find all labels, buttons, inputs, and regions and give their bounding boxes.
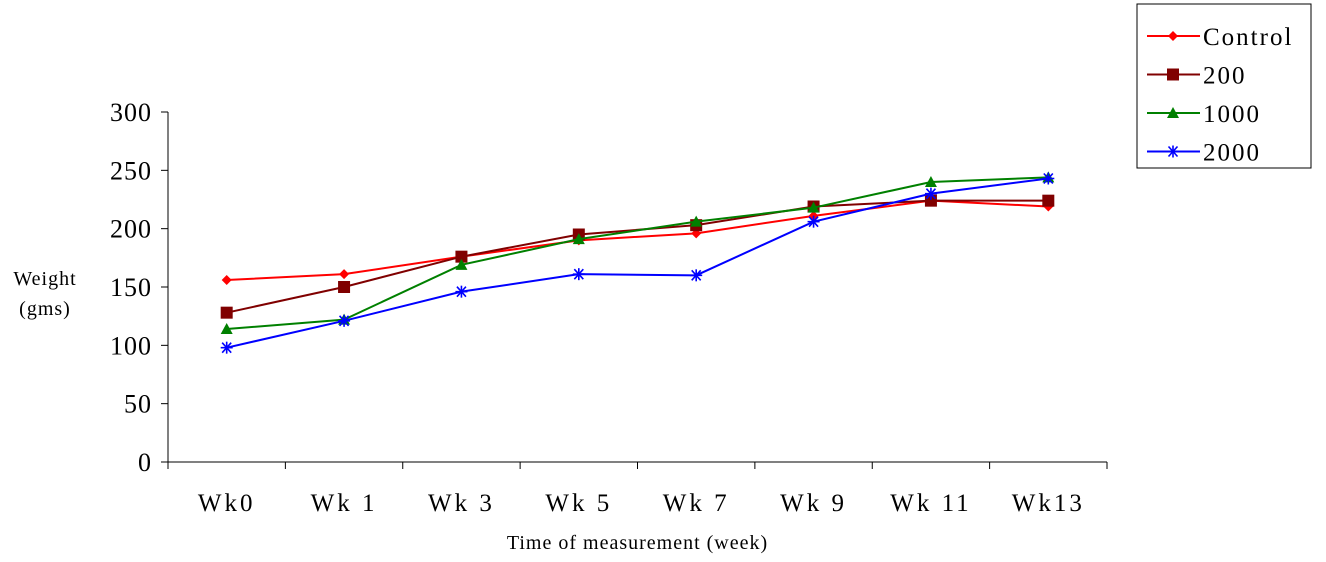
legend-label-control: Control <box>1203 24 1293 51</box>
data-point <box>1042 172 1055 185</box>
y-axis-title: Weight <box>13 268 76 290</box>
data-point <box>1167 145 1179 158</box>
data-point <box>572 268 585 281</box>
data-point <box>338 314 351 327</box>
legend-label-2000: 2000 <box>1203 140 1261 167</box>
data-point <box>572 233 585 245</box>
data-point <box>807 215 820 228</box>
series-line-control <box>226 199 1049 281</box>
x-tick-label: Wk13 <box>1012 490 1085 517</box>
x-tick-label: Wk 5 <box>545 490 612 517</box>
legend-label-200: 200 <box>1203 63 1247 90</box>
data-point <box>338 281 351 293</box>
legend-label-1000: 1000 <box>1203 101 1261 128</box>
x-tick-label: Wk 7 <box>663 490 730 517</box>
x-tick-label: Wk 3 <box>428 490 495 517</box>
x-axis-title: Time of measurement (week) <box>507 532 768 554</box>
data-point <box>1042 194 1055 207</box>
data-point <box>455 258 468 270</box>
y-tick-label: 100 <box>110 331 152 360</box>
data-point <box>1168 31 1178 41</box>
series-line-1000 <box>226 176 1049 330</box>
y-tick-label: 200 <box>110 215 152 244</box>
data-point <box>221 275 232 285</box>
data-point <box>924 176 937 187</box>
x-tick-label: Wk 9 <box>780 490 847 517</box>
data-point <box>220 306 233 319</box>
data-point <box>924 187 937 200</box>
y-axis-title: (gms) <box>19 298 71 320</box>
labels-layer: 0 50 100 150 200 250 300 Wk0 Wk 1 Wk 3 Wk 5 Wk 7 Wk … <box>13 98 1085 554</box>
data-point <box>455 250 468 263</box>
data-point <box>220 323 233 334</box>
series-line-2000 <box>226 177 1049 349</box>
data-point <box>690 269 703 282</box>
data-point <box>455 285 468 298</box>
data-point <box>1167 107 1179 118</box>
data-point <box>220 341 233 354</box>
legend: Control 200 1000 2000 <box>1136 3 1312 169</box>
series-line-200 <box>226 199 1049 314</box>
data-point <box>339 269 350 280</box>
y-tick-label: 150 <box>110 273 152 302</box>
axes <box>161 111 1108 469</box>
y-tick-label: 300 <box>110 98 152 127</box>
data-point <box>1167 68 1179 81</box>
legend-box <box>1136 3 1312 169</box>
data-point <box>690 215 703 227</box>
data-point <box>807 201 820 213</box>
series-layer <box>220 171 1055 354</box>
x-tick-label: Wk 1 <box>311 490 378 517</box>
x-tick-label: Wk0 <box>198 490 256 517</box>
y-tick-label: 0 <box>138 448 152 477</box>
x-tick-label: Wk 11 <box>890 490 971 517</box>
y-tick-label: 50 <box>124 390 152 419</box>
y-tick-label: 250 <box>110 156 152 185</box>
